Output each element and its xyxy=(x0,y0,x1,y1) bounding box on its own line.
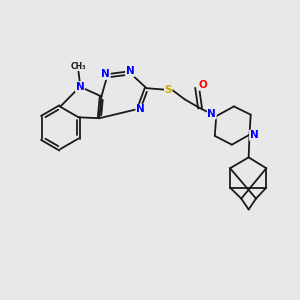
Text: N: N xyxy=(250,130,258,140)
Text: N: N xyxy=(136,104,145,114)
Text: N: N xyxy=(208,109,216,119)
Text: O: O xyxy=(198,80,207,90)
Text: N: N xyxy=(101,69,110,79)
Text: CH₃: CH₃ xyxy=(71,61,86,70)
Text: N: N xyxy=(76,82,84,92)
Text: N: N xyxy=(126,66,134,76)
Text: S: S xyxy=(164,85,172,94)
